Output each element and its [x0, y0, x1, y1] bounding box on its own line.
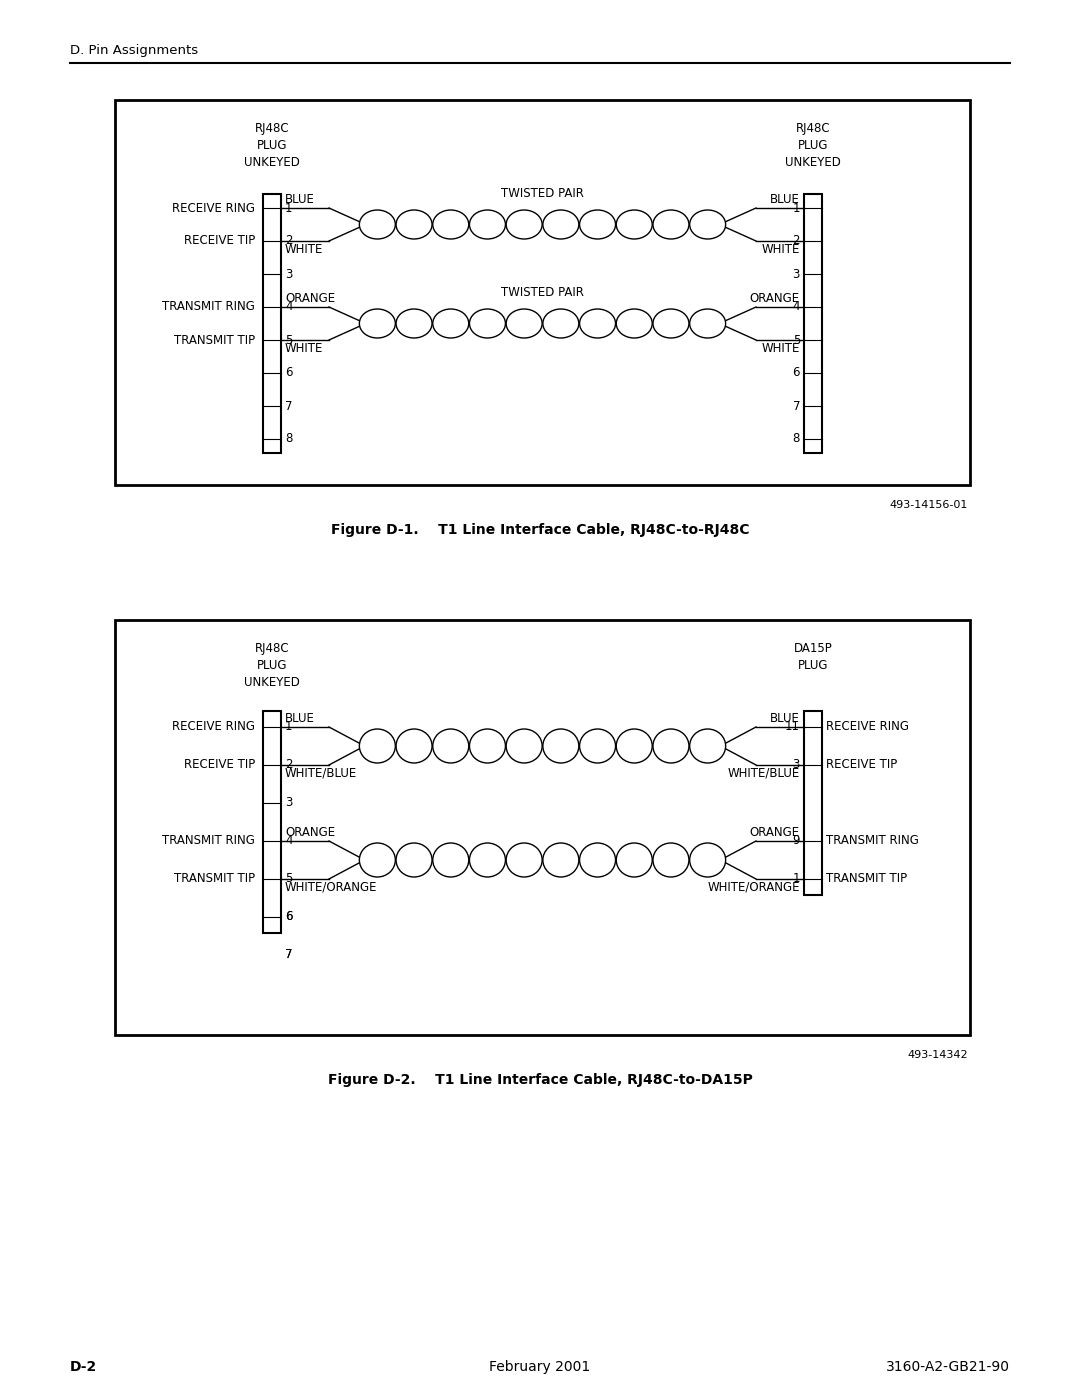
Text: WHITE/ORANGE: WHITE/ORANGE — [707, 882, 800, 894]
Text: WHITE/BLUE: WHITE/BLUE — [285, 767, 357, 780]
Text: ORANGE: ORANGE — [285, 292, 335, 305]
Text: WHITE: WHITE — [761, 342, 800, 355]
Text: 1: 1 — [793, 201, 800, 215]
Text: 6: 6 — [793, 366, 800, 380]
Text: 6: 6 — [285, 911, 293, 923]
Text: 3: 3 — [285, 267, 293, 281]
Text: 5: 5 — [285, 873, 293, 886]
Text: 7: 7 — [285, 400, 293, 412]
Text: RECEIVE TIP: RECEIVE TIP — [184, 759, 255, 771]
Text: PLUG: PLUG — [257, 138, 287, 152]
Text: BLUE: BLUE — [770, 712, 800, 725]
Text: 5: 5 — [793, 334, 800, 346]
Text: TRANSMIT TIP: TRANSMIT TIP — [174, 873, 255, 886]
Text: 3: 3 — [793, 759, 800, 771]
Text: 3160-A2-GB21-90: 3160-A2-GB21-90 — [886, 1361, 1010, 1375]
Text: February 2001: February 2001 — [489, 1361, 591, 1375]
Text: 8: 8 — [285, 433, 293, 446]
Text: 9: 9 — [793, 834, 800, 848]
Text: UNKEYED: UNKEYED — [785, 156, 841, 169]
Text: 1: 1 — [793, 873, 800, 886]
Text: RECEIVE TIP: RECEIVE TIP — [184, 235, 255, 247]
Text: ORANGE: ORANGE — [750, 826, 800, 840]
Text: ORANGE: ORANGE — [285, 826, 335, 840]
Text: 2: 2 — [793, 235, 800, 247]
Text: RECEIVE RING: RECEIVE RING — [826, 721, 909, 733]
Text: WHITE: WHITE — [761, 243, 800, 256]
Bar — [264, 711, 281, 933]
Text: 11: 11 — [785, 721, 800, 733]
Text: PLUG: PLUG — [798, 138, 828, 152]
Text: D. Pin Assignments: D. Pin Assignments — [70, 43, 198, 57]
Text: TRANSMIT RING: TRANSMIT RING — [162, 300, 255, 313]
Text: RECEIVE TIP: RECEIVE TIP — [826, 759, 897, 771]
Text: 7: 7 — [285, 949, 293, 961]
Text: 6: 6 — [285, 911, 293, 923]
Text: BLUE: BLUE — [285, 193, 315, 205]
Text: TRANSMIT TIP: TRANSMIT TIP — [174, 334, 255, 346]
Text: BLUE: BLUE — [285, 712, 315, 725]
Text: 3: 3 — [793, 267, 800, 281]
Text: 1: 1 — [285, 201, 293, 215]
Text: PLUG: PLUG — [257, 659, 287, 672]
Text: 2: 2 — [285, 235, 293, 247]
Text: Figure D-1.    T1 Line Interface Cable, RJ48C-to-RJ48C: Figure D-1. T1 Line Interface Cable, RJ4… — [330, 522, 750, 536]
Text: RJ48C: RJ48C — [255, 122, 289, 136]
Text: TRANSMIT RING: TRANSMIT RING — [162, 834, 255, 848]
Text: 4: 4 — [285, 300, 293, 313]
Text: UNKEYED: UNKEYED — [244, 676, 300, 689]
Text: 493-14342: 493-14342 — [907, 1051, 968, 1060]
Text: WHITE: WHITE — [285, 243, 323, 256]
Text: 7: 7 — [285, 949, 293, 961]
Text: D-2: D-2 — [70, 1361, 97, 1375]
Text: 8: 8 — [793, 433, 800, 446]
Text: 2: 2 — [285, 759, 293, 771]
Text: WHITE: WHITE — [285, 342, 323, 355]
Text: ORANGE: ORANGE — [750, 292, 800, 305]
Text: 5: 5 — [285, 334, 293, 346]
Text: WHITE/ORANGE: WHITE/ORANGE — [285, 882, 378, 894]
Text: RECEIVE RING: RECEIVE RING — [172, 201, 255, 215]
Text: TWISTED PAIR: TWISTED PAIR — [501, 187, 584, 200]
Text: 3: 3 — [285, 796, 293, 809]
Bar — [804, 711, 822, 895]
Text: RECEIVE RING: RECEIVE RING — [172, 721, 255, 733]
Text: 7: 7 — [793, 400, 800, 412]
Text: WHITE/BLUE: WHITE/BLUE — [728, 767, 800, 780]
Bar — [114, 620, 970, 1035]
Text: 4: 4 — [285, 834, 293, 848]
Text: BLUE: BLUE — [770, 193, 800, 205]
Text: PLUG: PLUG — [798, 659, 828, 672]
Text: 6: 6 — [285, 366, 293, 380]
Bar — [804, 194, 822, 453]
Text: Figure D-2.    T1 Line Interface Cable, RJ48C-to-DA15P: Figure D-2. T1 Line Interface Cable, RJ4… — [327, 1073, 753, 1087]
Bar — [114, 101, 970, 485]
Text: 1: 1 — [285, 721, 293, 733]
Text: TRANSMIT TIP: TRANSMIT TIP — [826, 873, 907, 886]
Text: RJ48C: RJ48C — [796, 122, 831, 136]
Text: TRANSMIT RING: TRANSMIT RING — [826, 834, 919, 848]
Bar — [264, 194, 281, 453]
Text: UNKEYED: UNKEYED — [244, 156, 300, 169]
Text: 493-14156-01: 493-14156-01 — [890, 500, 968, 510]
Text: RJ48C: RJ48C — [255, 643, 289, 655]
Text: DA15P: DA15P — [794, 643, 833, 655]
Text: 4: 4 — [793, 300, 800, 313]
Text: TWISTED PAIR: TWISTED PAIR — [501, 286, 584, 299]
